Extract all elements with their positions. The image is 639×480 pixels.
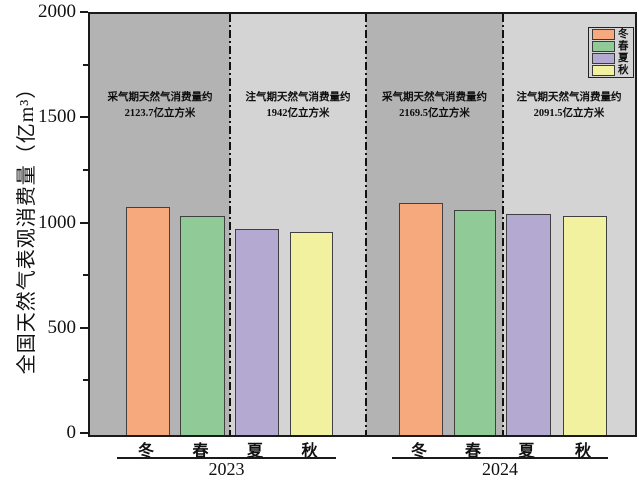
annotation-line1: 采气期天然气消费量约 bbox=[382, 92, 487, 103]
y-tick-label-1500: 1500 bbox=[38, 106, 76, 128]
x-label-2024-冬: 冬 bbox=[410, 443, 427, 460]
plot-area: 采气期天然气消费量约 2123.7亿立方米 注气期天然气消费量约 1942亿立方米 采气… bbox=[88, 12, 637, 437]
y-major-tick-500 bbox=[80, 326, 88, 329]
legend-label-春: 春 bbox=[618, 41, 629, 52]
y-major-tick-2000 bbox=[80, 11, 88, 13]
annotation-2024-采气期: 采气期天然气消费量约 2169.5亿立方米 bbox=[367, 90, 503, 122]
year-label-2024: 2024 bbox=[482, 459, 518, 479]
annotation-line2: 2169.5亿立方米 bbox=[399, 107, 470, 119]
bar-2024-冬 bbox=[399, 203, 443, 435]
y-major-tick-1000 bbox=[80, 221, 88, 224]
annotation-line1: 注气期天然气消费量约 bbox=[245, 92, 351, 103]
year-group-line-2023 bbox=[117, 457, 336, 459]
y-minor-tick-1750 bbox=[83, 63, 88, 66]
annotation-line2: 2123.7亿立方米 bbox=[124, 107, 196, 119]
year-label-2023: 2023 bbox=[208, 459, 245, 479]
panel-separator-1 bbox=[229, 14, 231, 435]
bar-2023-秋 bbox=[290, 232, 333, 435]
y-minor-tick-250 bbox=[83, 379, 88, 382]
bar-2023-冬 bbox=[126, 206, 170, 435]
y-tick-label-1000: 1000 bbox=[38, 211, 76, 233]
annotation-2023-注气期: 注气期天然气消费量约 1942亿立方米 bbox=[230, 90, 366, 122]
y-minor-tick-750 bbox=[83, 274, 88, 277]
x-label-2024-夏: 夏 bbox=[518, 443, 535, 460]
x-label-2023-春: 春 bbox=[192, 443, 209, 460]
legend-label-夏: 夏 bbox=[618, 53, 629, 64]
x-label-2023-秋: 秋 bbox=[301, 443, 318, 460]
legend-swatch-秋 bbox=[592, 65, 615, 76]
y-minor-tick-1250 bbox=[83, 168, 88, 171]
legend-row-秋: 秋 bbox=[589, 65, 633, 76]
year-group-line-2024 bbox=[392, 457, 608, 459]
bar-2024-春 bbox=[454, 210, 496, 435]
panel-separator-3 bbox=[502, 14, 504, 435]
legend: 冬春夏秋 bbox=[588, 27, 634, 78]
x-label-2024-秋: 秋 bbox=[574, 443, 591, 460]
y-tick-label-0: 0 bbox=[66, 422, 77, 443]
legend-swatch-冬 bbox=[592, 29, 615, 40]
y-major-tick-1500 bbox=[80, 116, 88, 119]
bar-2024-夏 bbox=[506, 213, 551, 435]
bar-2023-春 bbox=[180, 216, 225, 435]
panel-separator-2 bbox=[365, 14, 367, 435]
annotation-2023-采气期: 采气期天然气消费量约 2123.7亿立方米 bbox=[92, 90, 228, 122]
y-tick-label-2000: 2000 bbox=[38, 1, 76, 22]
bar-2023-夏 bbox=[235, 229, 279, 435]
legend-swatch-春 bbox=[592, 41, 615, 52]
annotation-line1: 注气期天然气消费量约 bbox=[516, 92, 622, 103]
legend-row-冬: 冬 bbox=[589, 29, 633, 40]
x-label-2023-冬: 冬 bbox=[137, 443, 154, 460]
annotation-line1: 采气期天然气消费量约 bbox=[107, 92, 213, 103]
legend-row-春: 春 bbox=[589, 41, 633, 52]
legend-label-秋: 秋 bbox=[618, 65, 629, 76]
legend-label-冬: 冬 bbox=[618, 29, 629, 40]
annotation-line2: 2091.5亿立方米 bbox=[533, 107, 605, 119]
x-label-2024-春: 春 bbox=[464, 443, 481, 460]
y-tick-label-500: 500 bbox=[47, 316, 77, 338]
annotation-line2: 1942亿立方米 bbox=[266, 107, 330, 119]
legend-swatch-夏 bbox=[592, 53, 615, 64]
legend-row-夏: 夏 bbox=[589, 53, 633, 64]
y-major-tick-0 bbox=[80, 432, 88, 434]
x-label-2023-夏: 夏 bbox=[246, 443, 263, 460]
annotation-2024-注气期: 注气期天然气消费量约 2091.5亿立方米 bbox=[501, 90, 637, 122]
bar-2024-秋 bbox=[563, 215, 607, 435]
